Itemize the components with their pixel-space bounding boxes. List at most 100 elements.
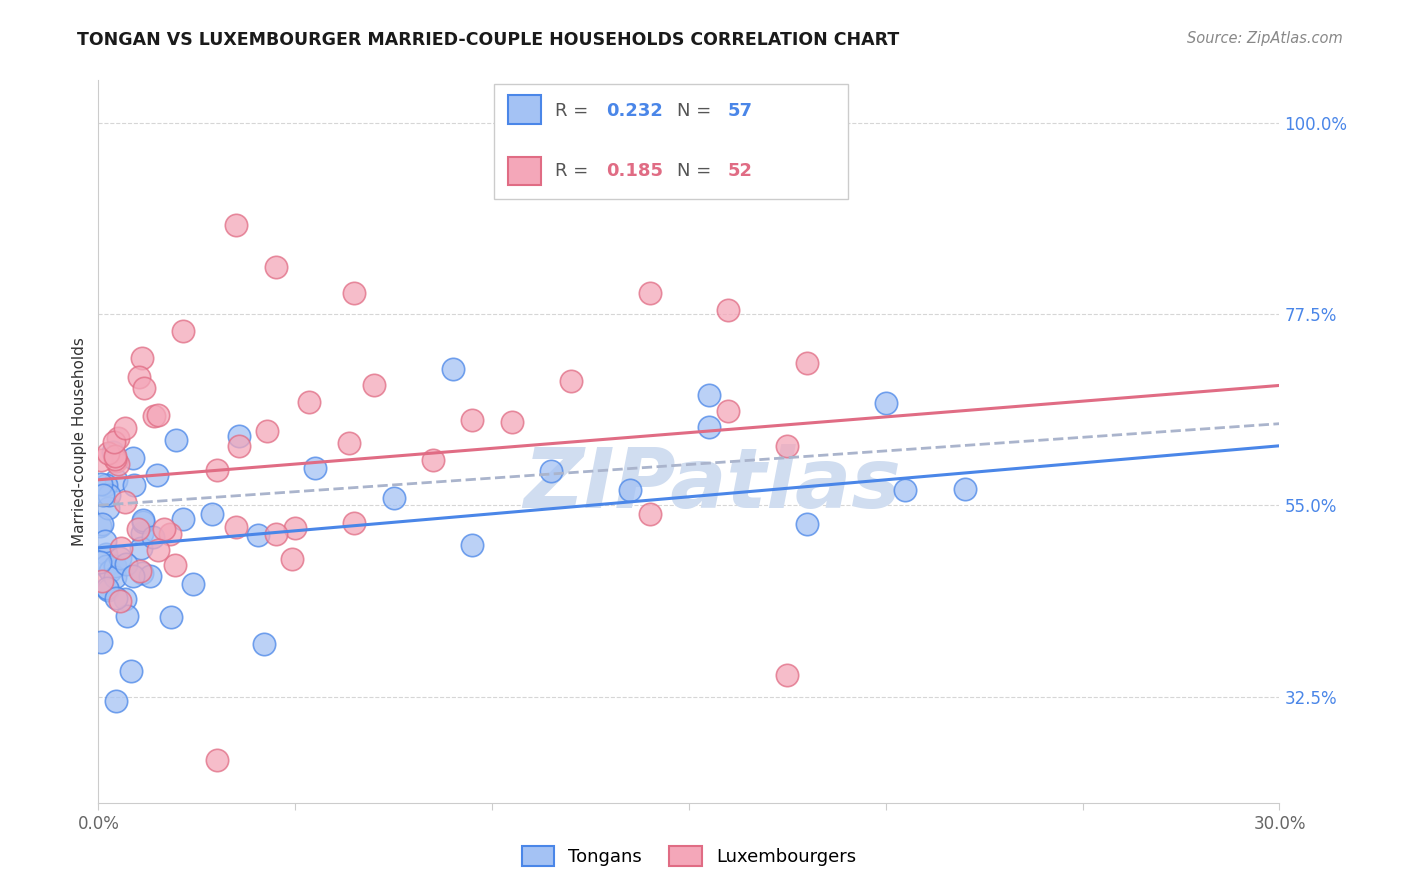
Text: 52: 52 [728,162,754,180]
Point [103,435,125,450]
Point [143,409,166,423]
Text: R =: R = [555,102,595,120]
Point [540,464,562,478]
Point [205,753,228,767]
Point [264,527,287,541]
Point [560,374,582,388]
Point [165,558,187,573]
Text: 0.185: 0.185 [606,162,664,180]
Point [343,516,366,530]
Point [114,591,136,606]
Point [796,516,818,531]
Point [97,500,120,515]
Point [131,513,153,527]
Point [363,378,385,392]
Point [115,608,138,623]
Point [107,431,129,445]
Point [142,530,165,544]
Point [776,668,799,682]
Point [638,286,661,301]
Point [114,558,136,572]
Point [90,574,112,588]
Point [172,512,194,526]
Point [343,285,366,300]
Point [96,548,118,562]
Point [94,478,117,492]
Point [337,436,360,450]
Point [122,478,145,492]
Point [894,483,917,498]
Point [132,381,155,395]
Point [131,525,153,540]
Point [638,507,661,521]
FancyBboxPatch shape [508,157,541,185]
Text: R =: R = [555,162,595,180]
Point [127,522,149,536]
Point [105,591,128,605]
Point [104,558,127,573]
Point [129,541,152,556]
Point [107,457,129,471]
Point [501,416,523,430]
FancyBboxPatch shape [508,95,541,124]
Point [90,476,112,491]
Point [146,408,169,422]
Point [153,523,176,537]
Point [114,495,136,509]
Point [697,388,720,402]
Point [104,454,127,468]
Point [875,396,897,410]
Point [131,566,153,580]
Point [89,518,111,533]
Point [120,665,142,679]
Point [108,550,131,565]
Point [697,419,720,434]
Text: N =: N = [678,162,717,180]
Point [90,634,112,648]
Point [264,260,287,275]
Point [132,516,155,530]
Point [108,594,131,608]
Point [89,555,111,569]
Point [90,517,112,532]
Text: Source: ZipAtlas.com: Source: ZipAtlas.com [1187,31,1343,46]
Point [90,452,112,467]
Point [501,141,523,155]
Point [93,534,115,549]
Point [717,302,740,317]
Point [717,404,740,418]
Point [796,356,818,370]
Point [97,488,120,502]
Point [183,577,205,591]
Point [422,453,444,467]
Point [205,463,228,477]
Point [98,564,121,578]
Point [225,520,247,534]
Y-axis label: Married-couple Households: Married-couple Households [72,337,87,546]
FancyBboxPatch shape [494,84,848,200]
Point [110,541,132,556]
Point [253,637,276,651]
Point [246,527,269,541]
Point [97,445,120,459]
Point [101,445,124,459]
Legend: Tongans, Luxembourgers: Tongans, Luxembourgers [515,838,863,873]
Point [114,420,136,434]
Point [96,559,118,574]
Point [953,482,976,496]
Text: 57: 57 [728,102,754,120]
Point [131,351,153,365]
Text: ZIPatlas: ZIPatlas [523,444,901,525]
Point [284,521,307,535]
Point [166,434,188,448]
Point [96,581,118,595]
Point [776,440,799,454]
Point [145,467,167,482]
Point [201,507,224,521]
Point [619,483,641,497]
Point [146,542,169,557]
Point [138,569,160,583]
Point [225,218,247,232]
Point [382,491,405,505]
Text: 0.232: 0.232 [606,102,664,120]
